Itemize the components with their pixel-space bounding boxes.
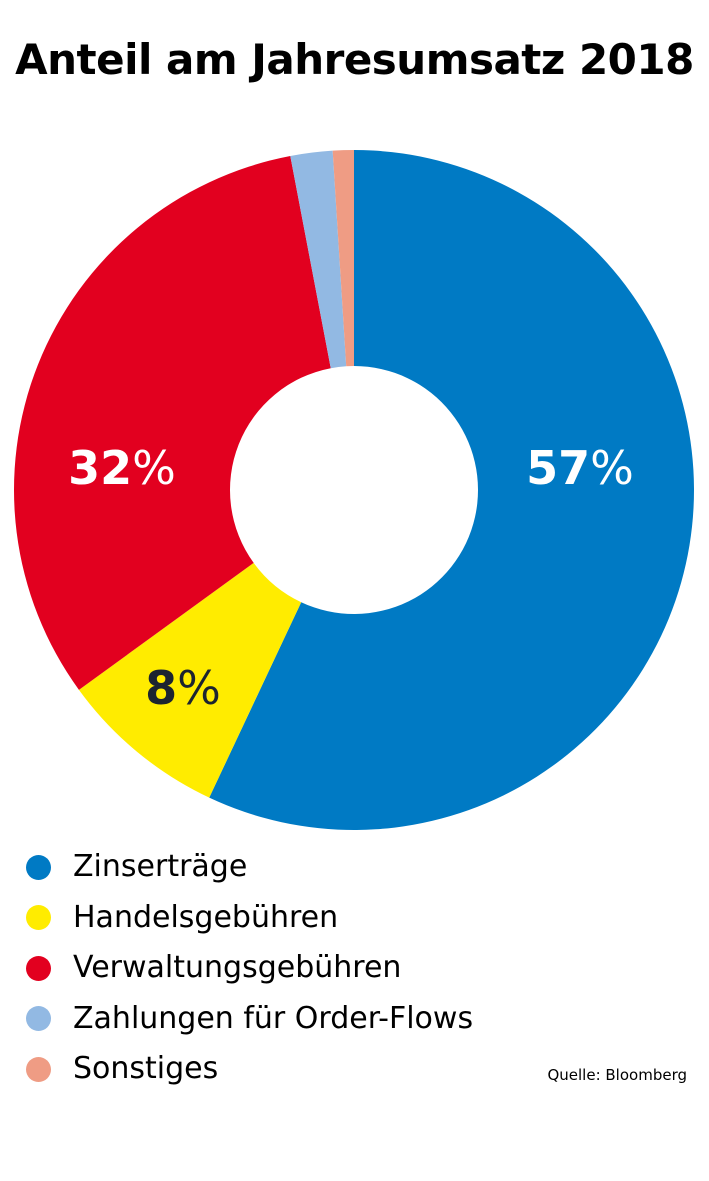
slice-value-label: 32% bbox=[68, 441, 176, 495]
chart-legend: Zinserträge Handelsgebühren Verwaltungsgeb… bbox=[26, 842, 473, 1095]
legend-swatch bbox=[26, 955, 51, 981]
slice-zahlungen-für-order-flows bbox=[290, 150, 347, 369]
slice-verwaltungsgebühren bbox=[13, 156, 331, 690]
legend-item: Zinserträge bbox=[26, 842, 473, 893]
legend-swatch bbox=[26, 1056, 51, 1082]
legend-label: Verwaltungsgebühren bbox=[73, 950, 402, 986]
legend-label: Zahlungen für Order-Flows bbox=[73, 1000, 474, 1036]
slice-handelsgebühren bbox=[78, 562, 302, 798]
legend-item: Verwaltungsgebühren bbox=[26, 943, 473, 994]
legend-item: Zahlungen für Order-Flows bbox=[26, 994, 473, 1045]
legend-label: Handelsgebühren bbox=[73, 899, 339, 935]
legend-label: Zinserträge bbox=[73, 849, 248, 885]
donut-chart: 57% 8% 32% bbox=[13, 150, 694, 830]
legend-item: Sonstiges bbox=[26, 1044, 473, 1095]
legend-swatch bbox=[26, 1006, 51, 1032]
slice-zinserträge bbox=[209, 150, 694, 830]
legend-item: Handelsgebühren bbox=[26, 893, 473, 944]
legend-label: Sonstiges bbox=[73, 1051, 219, 1087]
legend-swatch bbox=[26, 854, 51, 880]
slice-value-label: 8% bbox=[145, 661, 221, 715]
slice-value-label: 57% bbox=[526, 441, 634, 495]
source-note: Quelle: Bloomberg bbox=[547, 1066, 687, 1084]
legend-swatch bbox=[26, 905, 51, 931]
slice-sonstiges bbox=[332, 150, 354, 367]
chart-title: Anteil am Jahresumsatz 2018 bbox=[15, 35, 694, 84]
